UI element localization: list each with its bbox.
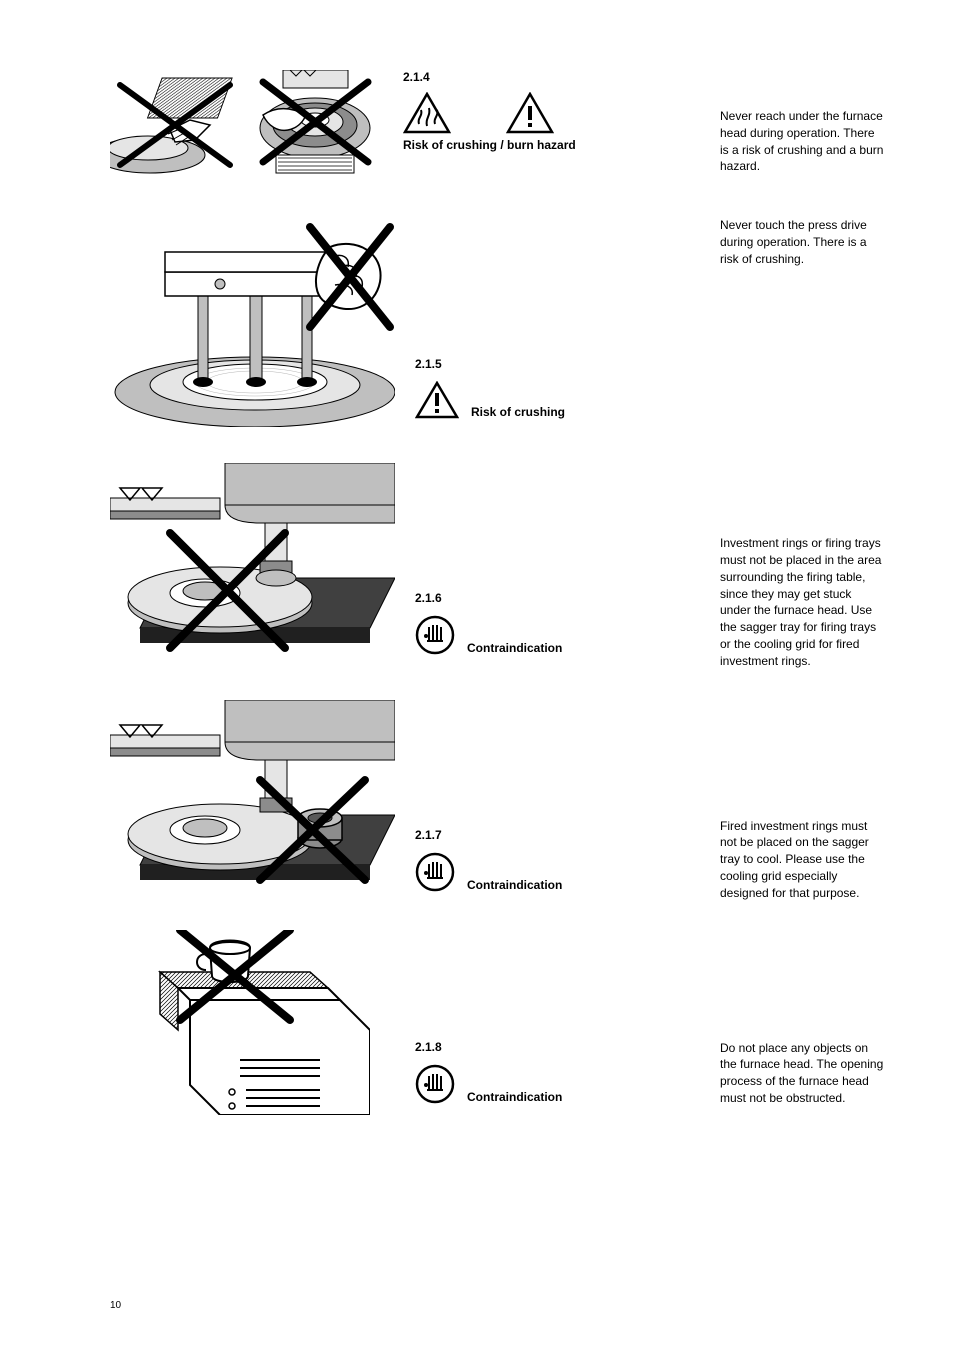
section-label-218: 2.1.8 — [415, 1040, 442, 1054]
text-col-216: Investment rings or firing trays must no… — [590, 463, 884, 669]
caution-icon — [506, 92, 554, 134]
hazard-icon-215: Risk of crushing — [415, 381, 565, 419]
label-icons-214: 2.1.4 Risk of crushing / burn hazard — [403, 70, 576, 152]
figures-216: 2.1.6 Contraindication — [110, 463, 590, 663]
caption-217: Contraindication — [467, 878, 562, 892]
contra-icon-216: Contraindication — [415, 615, 562, 655]
section-216: 2.1.6 Contraindication Investment rings … — [110, 463, 884, 669]
body-text-214: Never reach under the furnace head durin… — [720, 108, 884, 175]
illustration-furnace-reach-top — [248, 70, 383, 175]
contra-icon-217: Contraindication — [415, 852, 562, 892]
contraindication-icon — [415, 615, 455, 655]
body-text-215: Never touch the press drive during opera… — [720, 217, 884, 267]
caption-215: Risk of crushing — [471, 405, 565, 419]
section-214: 2.1.4 Risk of crushing / burn hazard — [110, 70, 884, 175]
illustration-firing-table-ring — [110, 463, 395, 663]
section-label-216: 2.1.6 — [415, 591, 442, 605]
figset-218: 2.1.8 Contraindication — [110, 930, 590, 1115]
hazard-icons-214 — [403, 92, 554, 134]
label-icons-217: 2.1.7 Contraindication — [415, 828, 562, 892]
text-col-217: Fired investment rings must not be place… — [590, 700, 884, 902]
hot-surface-icon — [403, 92, 451, 134]
label-icons-216: 2.1.6 Contraindication — [415, 591, 562, 655]
caution-icon — [415, 381, 459, 419]
label-icons-215: 2.1.5 Risk of crushing — [415, 357, 565, 419]
section-label-217: 2.1.7 — [415, 828, 442, 842]
caption-214: Risk of crushing / burn hazard — [403, 138, 576, 152]
body-text-218: Do not place any objects on the furnace … — [720, 1040, 884, 1107]
figset-215: 2.1.5 Risk of crushing — [110, 217, 590, 427]
figset-217: 2.1.7 Contraindication — [110, 700, 590, 900]
body-text-216: Investment rings or firing trays must no… — [720, 535, 884, 669]
section-label-215: 2.1.5 — [415, 357, 442, 371]
caption-216: Contraindication — [467, 641, 562, 655]
figures-217: 2.1.7 Contraindication — [110, 700, 590, 900]
section-218: 2.1.8 Contraindication Do not place any … — [110, 930, 884, 1115]
figures-218: 2.1.8 Contraindication — [110, 930, 590, 1115]
section-label-214: 2.1.4 — [403, 70, 430, 84]
figset-216: 2.1.6 Contraindication — [110, 463, 590, 663]
text-col-218: Do not place any objects on the furnace … — [590, 930, 884, 1107]
illustration-furnace-head-cup — [150, 930, 370, 1115]
label-icons-218: 2.1.8 Contraindication — [415, 1040, 562, 1104]
page-number: 10 — [110, 1300, 121, 1311]
figures-215: 2.1.5 Risk of crushing — [110, 217, 590, 427]
illustration-press-drive — [110, 217, 395, 427]
contra-icon-218: Contraindication — [415, 1064, 562, 1104]
figset-214: 2.1.4 Risk of crushing / burn hazard — [110, 70, 590, 175]
text-col-214: Never reach under the furnace head durin… — [590, 70, 884, 175]
contraindication-icon — [415, 1064, 455, 1104]
page: 2.1.4 Risk of crushing / burn hazard — [0, 0, 954, 1351]
section-215: 2.1.5 Risk of crushing Never touch the p… — [110, 217, 884, 427]
illustration-sagger-tray-ring — [110, 700, 395, 900]
body-text-217: Fired investment rings must not be place… — [720, 818, 884, 902]
caption-218: Contraindication — [467, 1090, 562, 1104]
text-col-215: Never touch the press drive during opera… — [590, 217, 884, 275]
contraindication-icon — [415, 852, 455, 892]
section-217: 2.1.7 Contraindication Fired investment … — [110, 700, 884, 902]
figures-214: 2.1.4 Risk of crushing / burn hazard — [110, 70, 590, 175]
illustration-furnace-reach-angled — [110, 70, 240, 175]
